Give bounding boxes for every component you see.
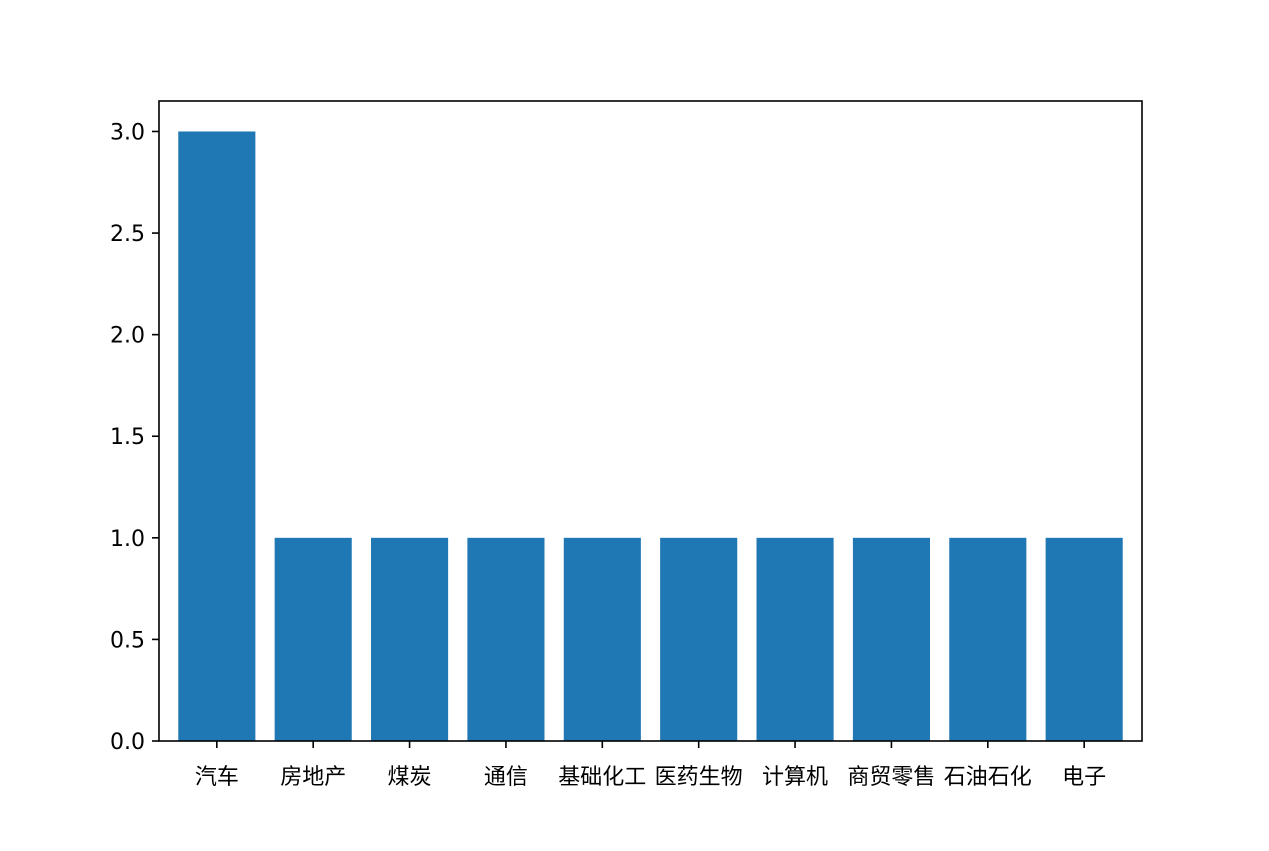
bar-1 [274,537,352,741]
bar-3 [467,537,545,741]
x-tick-label: 计算机 [762,765,828,790]
y-tick-label: 0.0 [110,730,145,755]
y-tick-label: 3.0 [110,120,145,145]
bar-6 [756,537,834,741]
x-tick-label: 房地产 [280,765,346,790]
x-tick-label: 汽车 [195,765,239,790]
bar-5 [660,537,738,741]
x-tick-label: 基础化工 [558,765,646,790]
x-tick-label: 商贸零售 [847,765,935,790]
x-axis: 汽车 房地产 煤炭 通信 基础化工 医药生物 计算机 商贸零售 石油石化 电子 [195,741,1106,790]
x-tick-label: 石油石化 [944,765,1032,790]
y-tick-label: 1.0 [110,527,145,552]
x-tick-label: 电子 [1062,765,1106,790]
y-tick-label: 1.5 [110,425,145,450]
bars-group [178,131,1123,741]
x-tick-label: 通信 [484,765,528,790]
bar-8 [949,537,1027,741]
bar-7 [852,537,930,741]
x-tick-label: 煤炭 [388,765,432,790]
y-tick-label: 0.5 [110,628,145,653]
plot-frame [158,100,1143,742]
y-axis: 0.0 0.5 1.0 1.5 2.0 2.5 3.0 [110,120,159,755]
x-tick-label: 医药生物 [655,765,743,790]
bar-9 [1045,537,1123,741]
y-tick-label: 2.5 [110,222,145,247]
bar-2 [371,537,449,741]
bar-0 [178,131,256,741]
y-tick-label: 2.0 [110,324,145,349]
bar-4 [563,537,641,741]
